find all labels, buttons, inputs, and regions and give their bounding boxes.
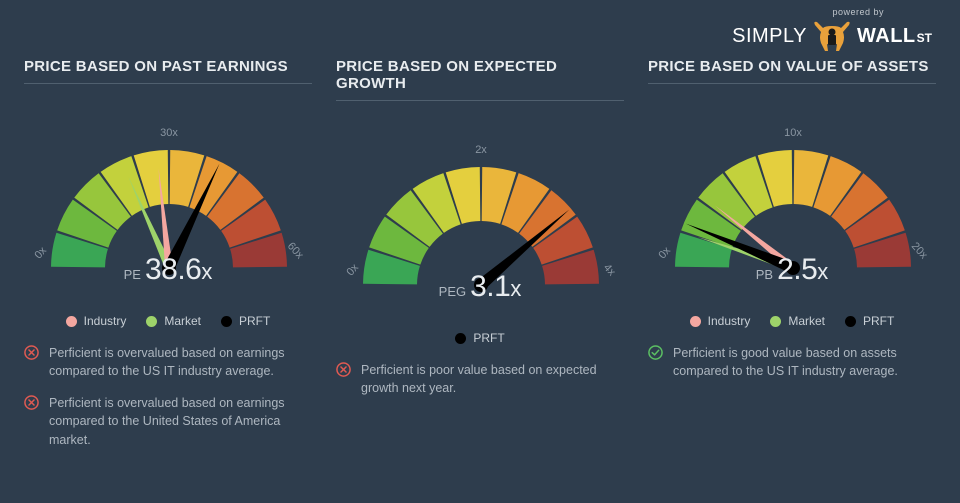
note-text: Perficient is good value based on assets…	[673, 344, 936, 380]
gauge-legend: PRFT	[336, 331, 624, 345]
cross-icon	[24, 345, 39, 360]
legend-item: PRFT	[845, 314, 894, 328]
note-item: Perficient is overvalued based on earnin…	[24, 394, 312, 448]
legend-item: Market	[770, 314, 825, 328]
note-item: Perficient is poor value based on expect…	[336, 361, 624, 397]
panel-title: PRICE BASED ON EXPECTED GROWTH	[336, 58, 624, 101]
legend-label: Industry	[84, 314, 127, 328]
cross-icon	[336, 362, 351, 377]
metric-label: PE	[124, 267, 141, 282]
metric-value: 3.1	[470, 270, 510, 303]
valuation-panel: PRICE BASED ON VALUE OF ASSETS0x10x20xPB…	[648, 58, 936, 449]
legend-dot	[770, 316, 781, 327]
legend-item: Market	[146, 314, 201, 328]
brand-st: ST	[917, 31, 932, 45]
legend-label: Industry	[708, 314, 751, 328]
gauge-tick-label: 10x	[784, 127, 802, 139]
metric-readout: PE 38.6x	[24, 253, 312, 287]
note-text: Perficient is poor value based on expect…	[361, 361, 624, 397]
cross-icon	[24, 395, 39, 410]
note-text: Perficient is overvalued based on earnin…	[49, 394, 312, 448]
bull-icon	[811, 19, 853, 53]
notes-list: Perficient is overvalued based on earnin…	[24, 344, 312, 449]
legend-label: PRFT	[239, 314, 270, 328]
legend-label: PRFT	[473, 331, 504, 345]
metric-suffix: x	[201, 259, 212, 284]
valuation-panel: PRICE BASED ON PAST EARNINGS0x30x60xPE38…	[24, 58, 312, 449]
panels-row: PRICE BASED ON PAST EARNINGS0x30x60xPE38…	[0, 0, 960, 449]
notes-list: Perficient is poor value based on expect…	[336, 361, 624, 397]
powered-by-label: powered by	[732, 8, 932, 17]
legend-dot	[221, 316, 232, 327]
metric-value: 2.5	[777, 253, 817, 286]
legend-dot	[66, 316, 77, 327]
legend-item: Industry	[690, 314, 751, 328]
legend-label: PRFT	[863, 314, 894, 328]
note-text: Perficient is overvalued based on earnin…	[49, 344, 312, 380]
note-item: Perficient is overvalued based on earnin…	[24, 344, 312, 380]
gauge-tick-label: 30x	[160, 127, 178, 139]
metric-readout: PB 2.5x	[648, 253, 936, 287]
gauge-tick-label: 2x	[475, 144, 487, 156]
legend-item: PRFT	[455, 331, 504, 345]
panel-title: PRICE BASED ON PAST EARNINGS	[24, 58, 312, 84]
metric-readout: PEG 3.1x	[336, 270, 624, 304]
metric-suffix: x	[510, 276, 521, 301]
metric-suffix: x	[817, 259, 828, 284]
check-icon	[648, 345, 663, 360]
valuation-panel: PRICE BASED ON EXPECTED GROWTH0x2x4xPEG3…	[336, 58, 624, 449]
metric-label: PB	[756, 267, 773, 282]
legend-item: Industry	[66, 314, 127, 328]
brand-logo: powered by SIMPLY WALLST	[732, 8, 932, 53]
legend-dot	[455, 333, 466, 344]
legend-dot	[690, 316, 701, 327]
brand-simply: SIMPLY	[732, 26, 807, 46]
gauge: 0x2x4xPEG3.1x	[336, 125, 624, 325]
metric-value: 38.6	[145, 253, 201, 286]
gauge-legend: Industry Market PRFT	[24, 314, 312, 328]
gauge: 0x10x20xPB2.5x	[648, 108, 936, 308]
legend-dot	[845, 316, 856, 327]
notes-list: Perficient is good value based on assets…	[648, 344, 936, 380]
gauge-legend: Industry Market PRFT	[648, 314, 936, 328]
legend-label: Market	[788, 314, 825, 328]
legend-label: Market	[164, 314, 201, 328]
metric-label: PEG	[439, 284, 466, 299]
legend-dot	[146, 316, 157, 327]
panel-title: PRICE BASED ON VALUE OF ASSETS	[648, 58, 936, 84]
legend-item: PRFT	[221, 314, 270, 328]
brand-wall: WALL	[857, 25, 916, 47]
note-item: Perficient is good value based on assets…	[648, 344, 936, 380]
gauge: 0x30x60xPE38.6x	[24, 108, 312, 308]
